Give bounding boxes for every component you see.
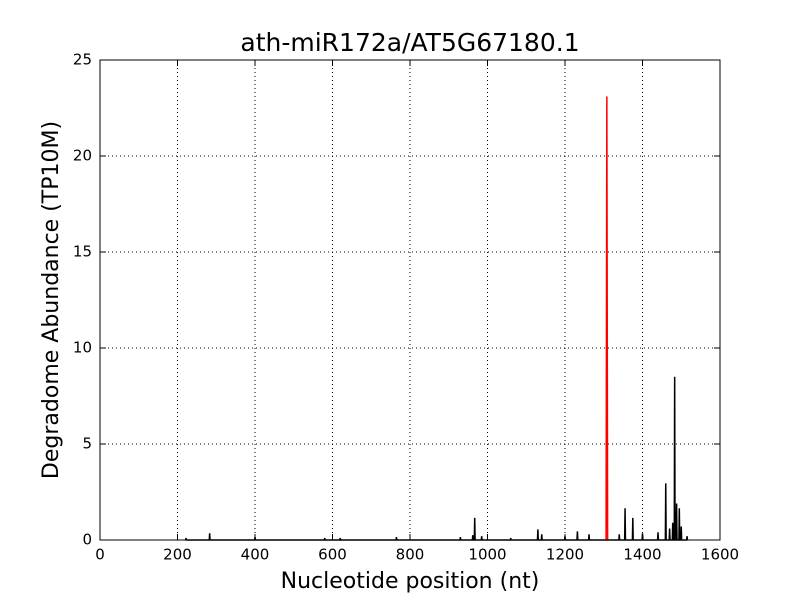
plot-frame (99, 59, 721, 541)
x-tick-label: 1600 (701, 546, 739, 564)
y-tick-label: 25 (73, 51, 92, 69)
y-tick-label: 20 (73, 147, 92, 165)
y-tick-label: 10 (73, 339, 92, 357)
y-tick-label: 0 (82, 531, 92, 549)
x-tick-label: 800 (396, 546, 425, 564)
chart-title: ath-miR172a/AT5G67180.1 (240, 28, 579, 57)
x-tick-label: 1000 (468, 546, 506, 564)
y-tick-label: 15 (73, 243, 92, 261)
y-tick-label: 5 (82, 435, 92, 453)
series-line (605, 96, 609, 541)
x-tick-label: 0 (95, 546, 105, 564)
x-axis-label: Nucleotide position (nt) (281, 569, 540, 594)
x-tick-label: 1400 (623, 546, 661, 564)
y-axis-label: Degradome Abundance (TP10M) (39, 121, 64, 479)
x-tick-label: 600 (318, 546, 347, 564)
x-tick-label: 200 (163, 546, 192, 564)
x-tick-label: 1200 (546, 546, 584, 564)
x-tick-label: 400 (241, 546, 270, 564)
